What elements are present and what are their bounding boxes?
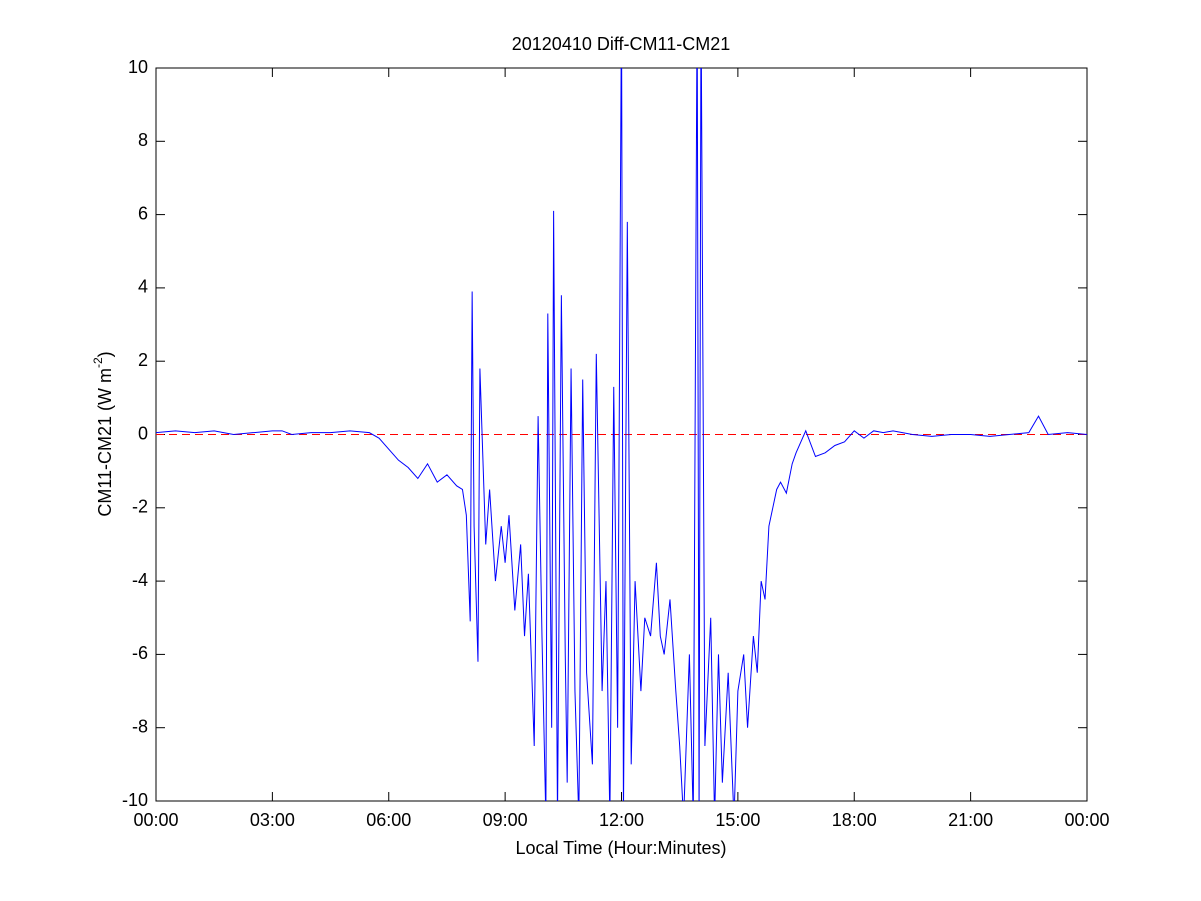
y-tick-label: 4	[138, 277, 148, 297]
x-tick-label: 21:00	[948, 810, 993, 830]
y-tick-label: -2	[132, 497, 148, 517]
plot-area	[156, 68, 1087, 801]
y-tick-label: 0	[138, 423, 148, 443]
x-tick-label: 06:00	[366, 810, 411, 830]
x-tick-label: 03:00	[250, 810, 295, 830]
y-tick-label: 10	[128, 57, 148, 77]
y-tick-label: -6	[132, 643, 148, 663]
x-axis-label: Local Time (Hour:Minutes)	[515, 838, 726, 858]
x-tick-label: 12:00	[599, 810, 644, 830]
y-axis-label: CM11-CM21 (W m-2)	[91, 351, 115, 516]
y-tick-label: -4	[132, 570, 148, 590]
data-line	[156, 68, 1087, 801]
y-axis-label-end: )	[95, 351, 115, 357]
x-tick-label: 18:00	[832, 810, 877, 830]
x-tick-label: 00:00	[1064, 810, 1109, 830]
x-tick-label: 00:00	[133, 810, 178, 830]
y-axis-label-text: CM11-CM21 (W m	[95, 368, 115, 517]
x-tick-label: 09:00	[483, 810, 528, 830]
chart-title: 20120410 Diff-CM11-CM21	[512, 34, 730, 54]
x-tick-label: 15:00	[715, 810, 760, 830]
y-tick-label: 2	[138, 350, 148, 370]
y-tick-label: -8	[132, 716, 148, 736]
y-tick-label: -10	[122, 790, 148, 810]
y-tick-label: 6	[138, 203, 148, 223]
y-axis-label-sup: -2	[91, 357, 105, 368]
y-tick-label: 8	[138, 130, 148, 150]
